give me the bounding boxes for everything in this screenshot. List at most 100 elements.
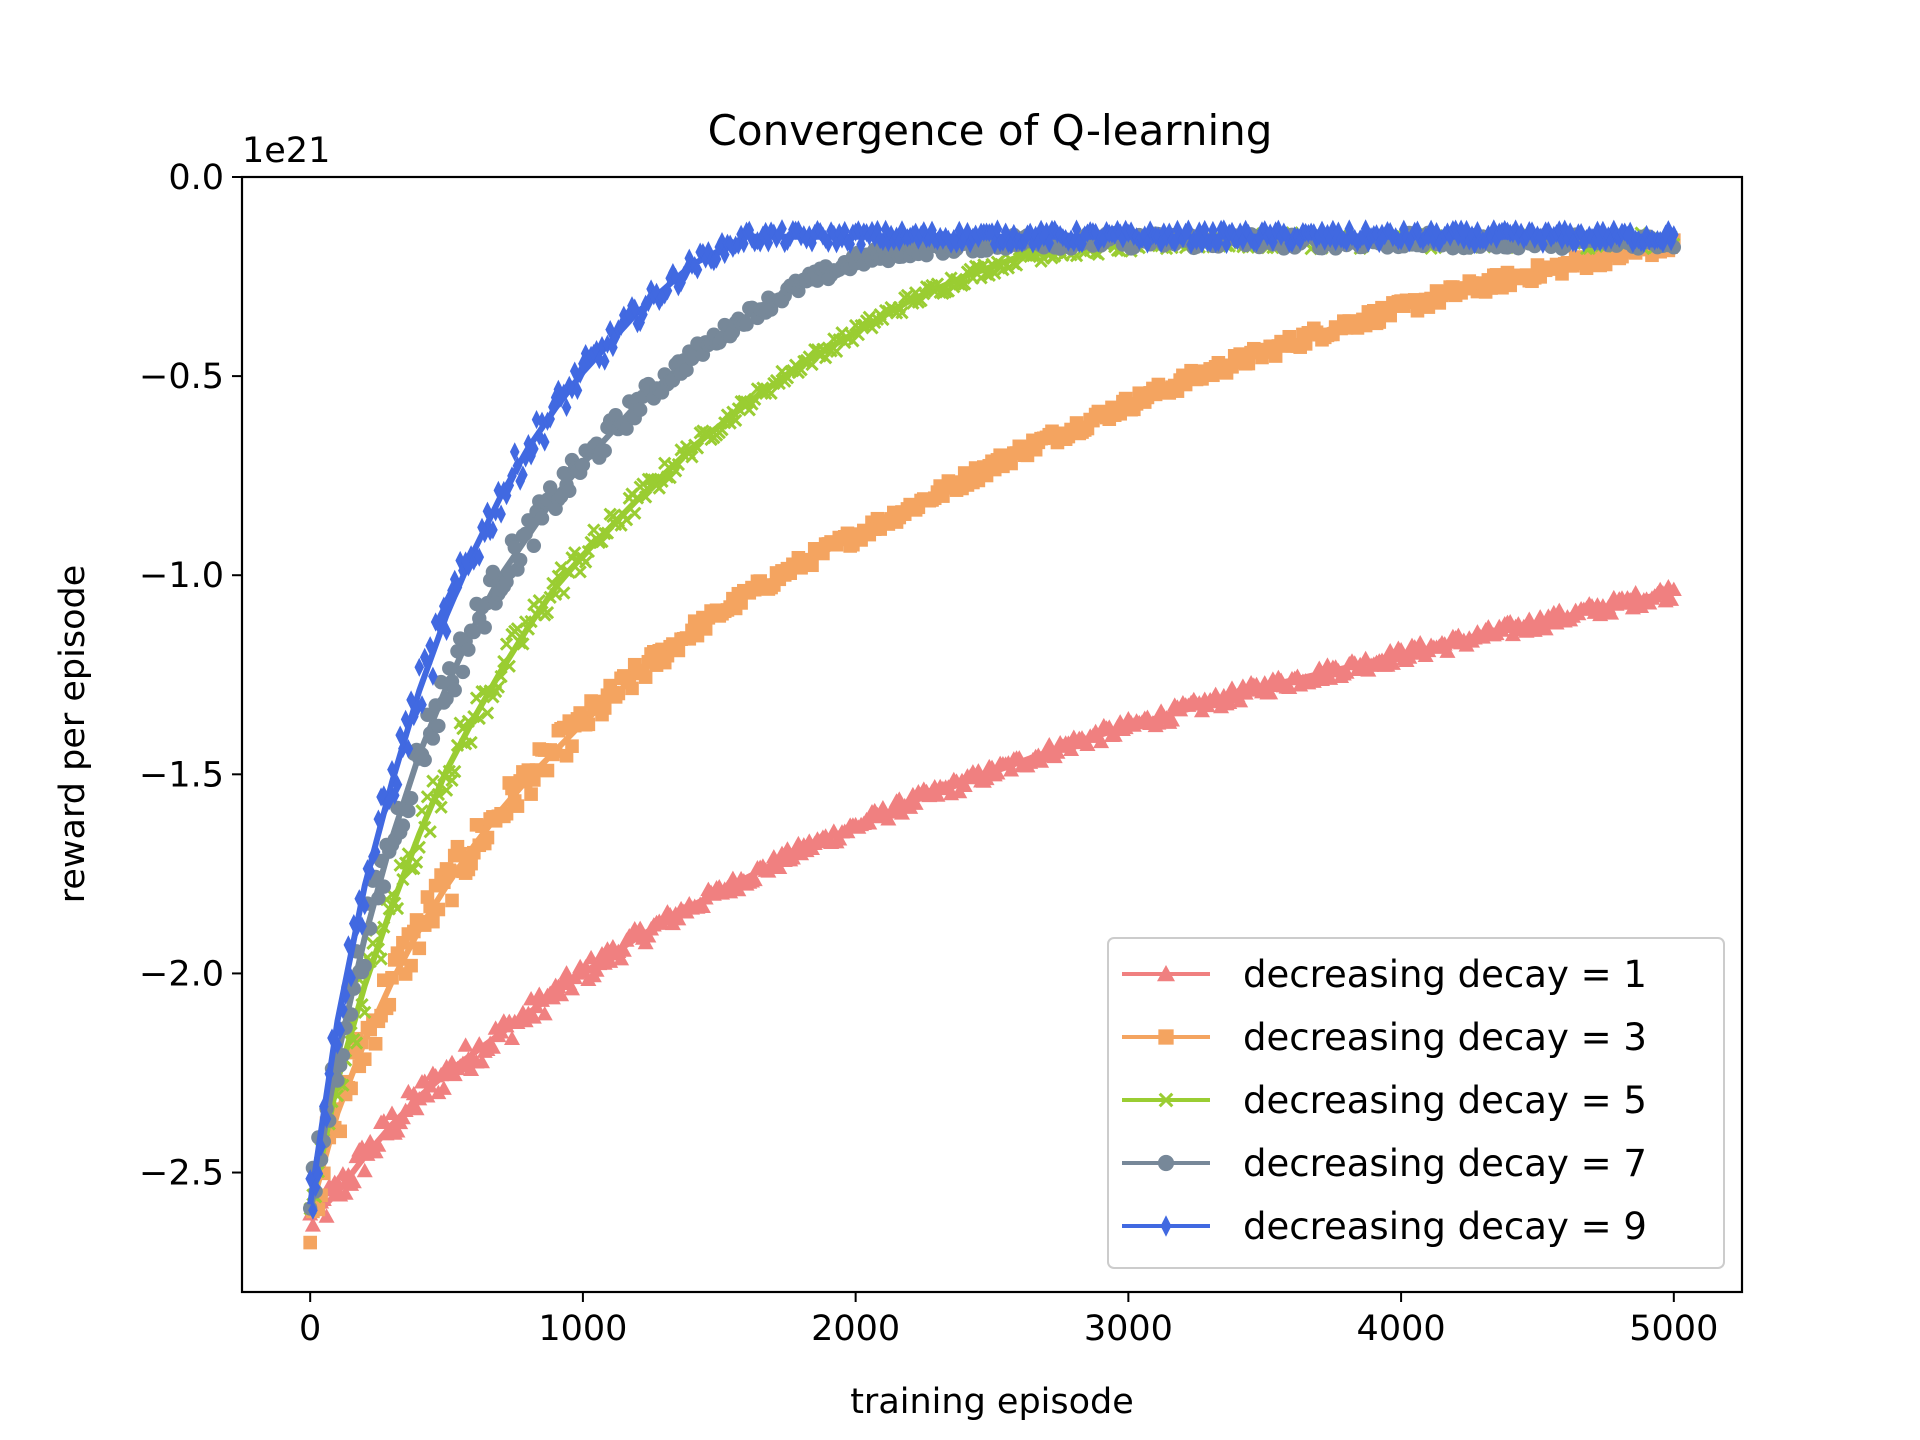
data-point (733, 235, 744, 255)
data-point (536, 1005, 553, 1021)
data-point (448, 764, 462, 779)
data-point (335, 1020, 345, 1041)
data-point (464, 735, 478, 750)
data-point (401, 803, 416, 819)
data-point (324, 1064, 335, 1084)
data-point (449, 569, 460, 589)
data-point (619, 421, 634, 436)
data-point (714, 237, 725, 257)
data-point (502, 659, 516, 673)
data-point (625, 681, 639, 696)
data-point (420, 707, 435, 722)
data-point (810, 273, 825, 288)
series-layer (302, 219, 1682, 1250)
data-point (913, 230, 924, 250)
legend-frame (1107, 937, 1725, 1269)
data-point (393, 951, 407, 966)
data-point (396, 872, 410, 887)
data-point (379, 785, 389, 805)
x-tick-label: 1000 (538, 1309, 627, 1349)
data-point (392, 774, 403, 795)
data-point (1232, 692, 1249, 708)
data-point (332, 1035, 343, 1055)
data-point (692, 260, 703, 280)
data-point (517, 1012, 534, 1028)
data-point (670, 267, 681, 288)
data-point (1142, 234, 1153, 254)
data-point (805, 558, 819, 573)
data-point (611, 686, 626, 701)
data-point (728, 413, 743, 428)
data-point (442, 661, 457, 676)
data-point (499, 480, 509, 501)
data-point (343, 1007, 359, 1022)
data-point (598, 526, 612, 541)
data-point (344, 1081, 358, 1096)
data-point (333, 1124, 347, 1139)
data-point (389, 1123, 406, 1138)
data-point (412, 840, 426, 854)
data-point (632, 402, 648, 418)
data-point (807, 233, 817, 253)
data-point (337, 1185, 354, 1200)
data-point (700, 249, 711, 269)
x-tick-label: 3000 (1084, 1309, 1173, 1349)
data-point (390, 901, 405, 916)
data-point (883, 232, 894, 253)
data-point (376, 879, 392, 894)
data-point (355, 997, 369, 1012)
data-point (321, 1109, 332, 1129)
data-point (377, 920, 391, 934)
data-point (442, 863, 457, 878)
data-point (698, 622, 713, 636)
data-point (534, 511, 550, 526)
data-point (389, 785, 400, 805)
data-point (359, 896, 370, 916)
data-point (876, 312, 890, 327)
data-point (894, 805, 910, 820)
y-scale-label: 1e21 (242, 131, 330, 171)
data-point (480, 830, 495, 845)
data-point (512, 456, 523, 476)
data-point (482, 501, 493, 521)
data-point (581, 544, 596, 559)
data-point (313, 1164, 324, 1184)
data-point (491, 680, 506, 694)
data-point (480, 706, 495, 720)
data-point (349, 914, 359, 934)
series-2 (303, 232, 1681, 1250)
data-point (398, 738, 408, 759)
data-point (1393, 642, 1410, 657)
data-point (458, 561, 468, 581)
data-point (572, 380, 583, 400)
data-point (455, 550, 465, 571)
data-point (526, 538, 542, 553)
data-point (431, 902, 446, 917)
data-point (581, 717, 596, 732)
data-point (646, 279, 656, 299)
data-point (1256, 675, 1273, 690)
data-point (373, 809, 384, 829)
data-point (408, 1100, 425, 1116)
data-point (351, 918, 362, 939)
data-point (316, 1136, 326, 1157)
legend-label: decreasing decay = 7 (1243, 1142, 1647, 1185)
data-point (1071, 219, 1082, 239)
data-point (597, 701, 612, 715)
data-point (558, 965, 575, 980)
data-point (308, 1200, 318, 1220)
data-point (485, 564, 501, 580)
x-axis: 0 1000 2000 3000 4000 5000 (299, 1292, 1718, 1349)
data-point (703, 241, 714, 261)
data-point (520, 448, 531, 468)
data-point (532, 593, 546, 608)
data-point (578, 555, 593, 569)
data-point (496, 504, 506, 524)
data-point (594, 350, 605, 370)
data-point (466, 624, 482, 640)
data-point (452, 577, 463, 597)
data-point (425, 731, 441, 746)
data-point (1093, 733, 1110, 749)
y-tick-label: −1.0 (139, 556, 224, 596)
data-point (403, 739, 414, 759)
